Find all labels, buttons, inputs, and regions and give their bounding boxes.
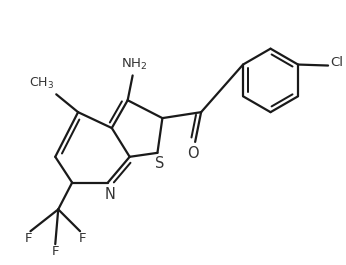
Text: N: N	[104, 187, 115, 202]
Text: F: F	[25, 232, 32, 245]
Text: CH$_3$: CH$_3$	[29, 76, 54, 91]
Text: Cl: Cl	[330, 56, 343, 69]
Text: F: F	[78, 232, 86, 245]
Text: S: S	[155, 156, 164, 171]
Text: F: F	[52, 245, 59, 258]
Text: NH$_2$: NH$_2$	[121, 58, 148, 73]
Text: O: O	[187, 146, 199, 161]
